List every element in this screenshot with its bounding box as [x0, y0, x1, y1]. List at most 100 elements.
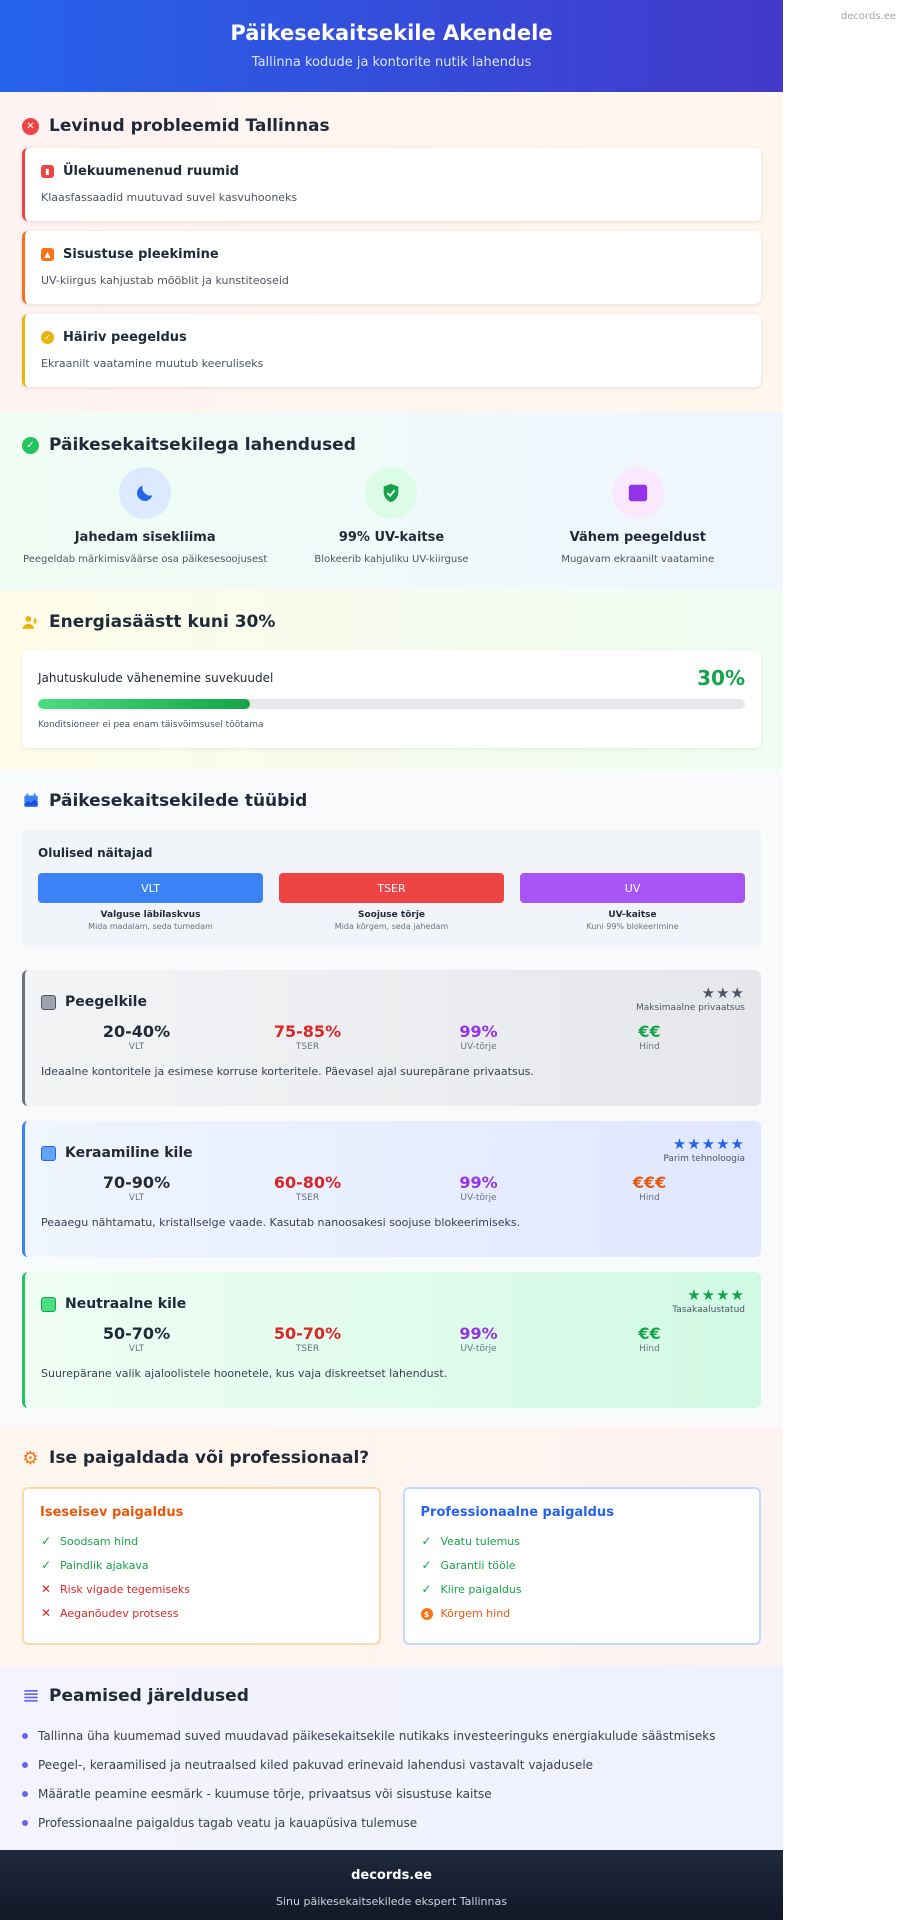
- film-card-mirror: Peegelkile ★★★ Maksimaalne privaatsus 20…: [22, 970, 761, 1106]
- x-circle-icon: ✕: [22, 117, 39, 135]
- list-item: ✓ Kiire paigaldus: [421, 1577, 744, 1601]
- energy-heading: Energiasäästt kuni 30%: [22, 610, 761, 634]
- bullet-icon: [22, 1790, 28, 1797]
- x-icon: ✕: [40, 1582, 52, 1596]
- metric-tser: TSER Soojuse tõrje Mida kõrgem, seda jah…: [279, 873, 504, 931]
- glare-icon: ✓: [41, 331, 54, 344]
- stat-tser-value: 75-85%: [273, 1022, 342, 1041]
- stat-label: UV-tõrje: [460, 1042, 497, 1052]
- solution-desc: Blokeerib kahjuliku UV-kiirguse: [314, 554, 469, 565]
- energy-progress-track: [38, 699, 745, 709]
- metric-desc: Mida madalam, seda tumedam: [88, 922, 213, 931]
- stat-label: TSER: [295, 1042, 320, 1052]
- problem-card-overheating: ▮ Ülekuumenenud ruumid Klaasfassaadid mu…: [22, 148, 761, 221]
- problem-card-fading: ▲ Sisustuse pleekimine UV-kiirgus kahjus…: [22, 231, 761, 304]
- metric-name: Soojuse tõrje: [357, 910, 426, 920]
- check-icon: ✓: [421, 1582, 432, 1596]
- conclusions-heading: Peamised järeldused: [22, 1684, 761, 1708]
- star-rating: ★★★★: [687, 1286, 745, 1304]
- conclusion-text: Määratle peamine eesmärk - kuumuse tõrje…: [38, 1786, 492, 1801]
- conclusions-list: Tallinna üha kuumemad suved muudavad päi…: [22, 1721, 761, 1837]
- energy-card: Jahutuskulude vähenemine suvekuudel 30% …: [22, 650, 761, 748]
- metrics-box: Olulised näitajad VLT Valguse läbilaskvu…: [22, 830, 761, 948]
- coin-icon: $: [420, 1606, 433, 1621]
- list-item: ✕ Aeganõudev protsess: [40, 1601, 363, 1625]
- metric-pill: VLT: [38, 873, 263, 903]
- diy-install-card: Iseseisev paigaldus ✓ Soodsam hind ✓ Paindl…: [22, 1487, 381, 1645]
- stat-uv-value: 99%: [459, 1324, 498, 1343]
- energy-progress-fill: [38, 699, 251, 709]
- hero-banner: Päikesekaitsekile Akendele Tallinna kodu…: [0, 0, 783, 92]
- footer-brand: decords.ee: [351, 1868, 432, 1883]
- list-item: Peegel-, keraamilised ja neutraalsed kil…: [22, 1750, 761, 1779]
- item-text: Paindlik ajakava: [60, 1558, 149, 1572]
- rating-label: Maksimaalne privaatsus: [636, 1003, 745, 1013]
- solution-title: 99% UV-kaitse: [338, 530, 445, 545]
- x-icon: ✕: [40, 1606, 52, 1620]
- stat-vlt-value: 50-70%: [102, 1324, 171, 1343]
- types-heading: Päikesekaitsekilede tüübid: [22, 789, 761, 813]
- gear-icon: ⚙: [22, 1447, 39, 1469]
- bullet-icon: [22, 1732, 28, 1739]
- list-item: $ Kõrgem hind: [420, 1601, 744, 1625]
- stat-label: VLT: [128, 1042, 145, 1052]
- moon-icon: [119, 467, 172, 519]
- solutions-heading: ✓ Päikesekaitsekilega lahendused: [22, 433, 761, 457]
- list-item: ✓ Garantii tööle: [421, 1553, 744, 1577]
- install-section: ⚙ Ise paigaldada või professionaal? Ises…: [0, 1426, 783, 1666]
- metric-uv: UV UV-kaitse Kuni 99% blokeerimine: [520, 873, 745, 931]
- stat-vlt-value: 70-90%: [102, 1173, 171, 1192]
- metric-pill: TSER: [279, 873, 504, 903]
- problem-title: Sisustuse pleekimine: [63, 247, 219, 262]
- film-swatch-icon: [41, 994, 56, 1010]
- solutions-title: Päikesekaitsekilega lahendused: [49, 435, 356, 455]
- solutions-section: ✓ Päikesekaitsekilega lahendused Jahedam…: [0, 412, 783, 590]
- problems-heading: ✕ Levinud probleemid Tallinnas: [22, 114, 761, 138]
- pro-title: Professionaalne paigaldus: [420, 1505, 614, 1520]
- stat-tser-value: 50-70%: [273, 1324, 342, 1343]
- solution-less-glare: Vähem peegeldust Mugavam ekraanilt vaata…: [515, 467, 761, 565]
- check-icon: ✓: [40, 1558, 52, 1572]
- film-swatch-icon: [41, 1296, 56, 1312]
- rating-label: Parim tehnoloogia: [663, 1154, 745, 1164]
- film-desc: Peaaegu nähtamatu, kristallselge vaade. …: [41, 1216, 521, 1229]
- film-name: Neutraalne kile: [65, 1296, 187, 1312]
- problems-section: ✕ Levinud probleemid Tallinnas ▮ Ülekuum…: [0, 92, 783, 412]
- bullet-icon: [22, 1761, 28, 1768]
- conclusions-title: Peamised järeldused: [49, 1686, 249, 1706]
- energy-section: Energiasäästt kuni 30% Jahutuskulude väh…: [0, 590, 783, 770]
- check-icon: ✓: [40, 1534, 52, 1548]
- stat-label: TSER: [295, 1193, 320, 1203]
- star-rating: ★★★★★: [672, 1135, 745, 1153]
- stat-label: Hind: [639, 1193, 660, 1203]
- screen-icon: [611, 467, 664, 519]
- list-item: Professionaalne paigaldus tagab veatu ja…: [22, 1808, 761, 1837]
- solution-title: Vähem peegeldust: [569, 530, 706, 545]
- install-heading: ⚙ Ise paigaldada või professionaal?: [22, 1446, 761, 1470]
- energy-label: Jahutuskulude vähenemine suvekuudel: [38, 671, 274, 685]
- problem-card-glare: ✓ Häiriv peegeldus Ekraanilt vaatamine m…: [22, 314, 761, 387]
- stat-tser-value: 60-80%: [273, 1173, 342, 1192]
- item-text: Kiire paigaldus: [440, 1582, 522, 1596]
- item-text: Risk vigade tegemiseks: [60, 1582, 191, 1596]
- stat-label: Hind: [639, 1042, 660, 1052]
- window-film-icon: [22, 793, 39, 809]
- stat-price-value: €€: [638, 1324, 661, 1343]
- stat-label: UV-tõrje: [460, 1344, 497, 1354]
- problem-title: Ülekuumenenud ruumid: [63, 164, 239, 179]
- film-desc: Ideaalne kontoritele ja esimese korruse …: [41, 1065, 534, 1078]
- pro-install-card: Professionaalne paigaldus ✓ Veatu tulemus…: [402, 1487, 761, 1645]
- film-card-neutral: Neutraalne kile ★★★★ Tasakaalustatud 50-…: [22, 1272, 761, 1408]
- solution-cooler-climate: Jahedam sisekliima Peegeldab märkimisvää…: [22, 467, 268, 565]
- list-item: ✕ Risk vigade tegemiseks: [40, 1577, 363, 1601]
- rating-label: Tasakaalustatud: [672, 1305, 745, 1315]
- image-icon: ▲: [41, 248, 54, 261]
- metric-desc: Mida kõrgem, seda jahedam: [334, 922, 449, 931]
- energy-value: 30%: [697, 666, 745, 690]
- check-icon: ✓: [421, 1558, 432, 1572]
- stat-vlt-value: 20-40%: [102, 1022, 171, 1041]
- person-bolt-icon: [22, 614, 39, 631]
- problem-desc: Klaasfassaadid muutuvad suvel kasvuhoone…: [41, 191, 298, 204]
- stat-label: VLT: [128, 1193, 145, 1203]
- item-text: Garantii tööle: [440, 1558, 516, 1572]
